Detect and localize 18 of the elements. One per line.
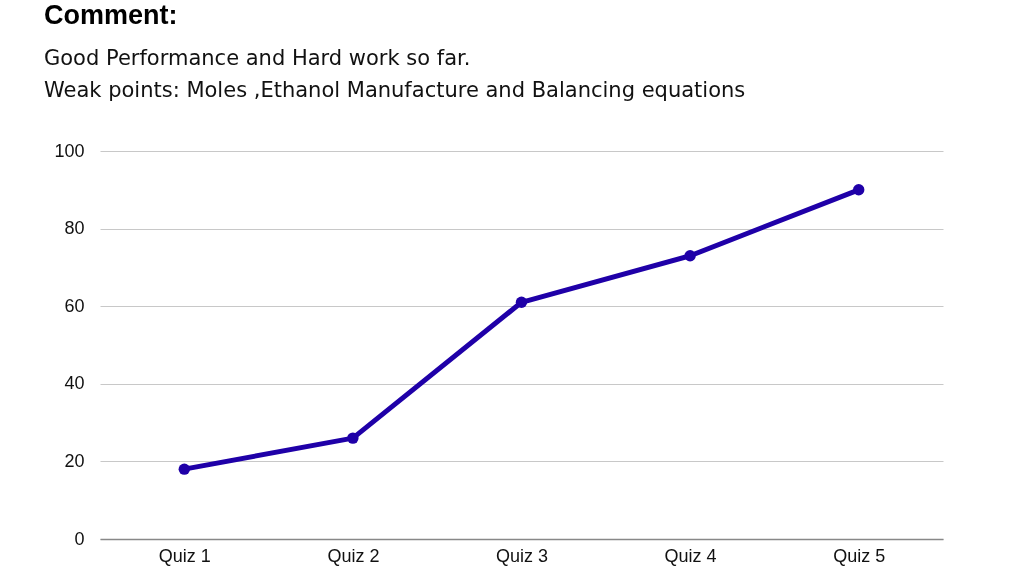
x-tick-label: Quiz 5 [833,545,886,566]
point [347,432,359,444]
point [853,184,865,196]
chart-title: Comment: [44,0,178,30]
y-tick-label: 40 [64,373,85,394]
y-tick-label: 80 [64,218,85,239]
point [515,296,528,309]
chart-subtitle: Good Performance and Hard work so far. Weak points: Moles ,Ethanol Manufacture and Balancing equations [44,46,746,102]
point [684,250,696,262]
x-tick-label: Quiz 4 [664,545,717,566]
x-tick-label: Quiz 3 [495,545,549,566]
x-tick-label: Quiz 1 [158,545,211,566]
point [178,463,190,475]
y-tick-label: 60 [64,295,85,316]
x-tick-label: Quiz 2 [327,545,380,566]
y-tick-label: 0 [74,528,85,549]
y-tick-label: 100 [54,140,85,161]
y-tick-label: 20 [64,450,85,471]
